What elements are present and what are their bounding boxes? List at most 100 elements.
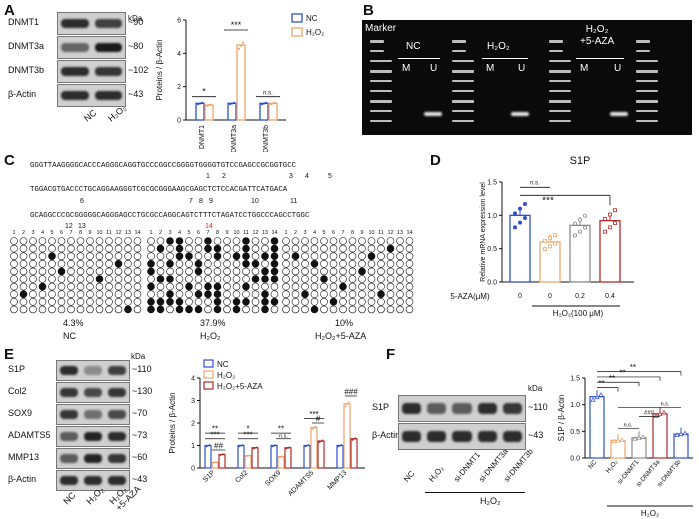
- cpg-site: [48, 282, 56, 291]
- panel-e-kda-header: kDa: [131, 352, 146, 361]
- cpg-site: [320, 298, 328, 306]
- lollipop-col-num: 6: [197, 230, 200, 236]
- panel-b-group-nc: NC: [406, 41, 421, 52]
- cpg-site: [194, 305, 203, 314]
- blot-band: [402, 431, 422, 442]
- ladder-band: [636, 70, 658, 73]
- cpg-site: [86, 298, 94, 306]
- data-point: [548, 244, 552, 249]
- sig-label: ***: [210, 430, 219, 439]
- cpg-site: [67, 282, 75, 291]
- blot-strip: [57, 84, 126, 107]
- cpg-site: [76, 290, 85, 298]
- data-point: [619, 437, 625, 442]
- cpg-site: [213, 275, 222, 283]
- cpg-site: [133, 305, 142, 314]
- sig-label: ***: [309, 410, 318, 419]
- cpg-site: [95, 275, 104, 283]
- data-point: [513, 211, 518, 216]
- cpg-site: [166, 267, 174, 276]
- cpg-site: [348, 259, 357, 268]
- cpg-site: [175, 290, 184, 298]
- cpg-site: [57, 305, 66, 314]
- lollipop-col-num: 4: [178, 230, 181, 236]
- cpg-site: [124, 282, 132, 291]
- panel-c-seq-2: TGGACGTGACCCTGCAGGAAGGGTCGCGCGGGAAGCGAGC…: [30, 186, 288, 194]
- cpg-site: [10, 267, 18, 276]
- gel-line: [482, 58, 528, 59]
- cpg-site: [282, 290, 290, 298]
- cpg-site: [194, 259, 203, 268]
- gel-M: M: [580, 63, 589, 74]
- cpg-site: [95, 298, 104, 306]
- cpg-site: [301, 305, 309, 314]
- cpg-site: [48, 290, 56, 298]
- cpg-site: [105, 275, 113, 283]
- cpg-site: [232, 237, 241, 245]
- data-point: [285, 447, 288, 450]
- cpg-site: [377, 237, 385, 245]
- y-tick-label: 0.0: [570, 456, 580, 463]
- cpg-site: [386, 252, 395, 261]
- cpg-site: [175, 267, 184, 276]
- blot-row-label: DNMT3b: [8, 64, 45, 75]
- cpg-site: [386, 298, 395, 306]
- blot-band: [60, 476, 78, 485]
- cpg-site: [339, 252, 347, 261]
- cpg-site: [105, 298, 113, 306]
- cpg-site: [133, 290, 142, 298]
- ladder-band: [636, 80, 658, 82]
- data-point: [513, 225, 518, 230]
- cpg-site: [377, 282, 385, 291]
- panel-a-label: A: [4, 2, 15, 19]
- y-tick-label: 4: [191, 376, 195, 383]
- lollipop-col-num: 9: [88, 230, 91, 236]
- lollipop-col-num: 2: [159, 230, 162, 236]
- lollipop-name: NC: [63, 331, 76, 341]
- cpg-site: [358, 267, 366, 276]
- cpg-site: [348, 282, 357, 291]
- cpg-site: [242, 259, 250, 268]
- sig-label: n.s.: [279, 433, 288, 439]
- y-axis-label: S1P / β-Actin: [557, 395, 566, 442]
- ladder-band: [370, 50, 384, 52]
- cpg-site: [270, 244, 279, 253]
- cpg-site: [10, 305, 18, 314]
- cpg-site: [213, 259, 222, 268]
- blot-band: [502, 403, 522, 414]
- cpg-site: [29, 290, 37, 298]
- lollipop-col-num: 7: [206, 230, 209, 236]
- lollipop-col-num: 9: [360, 230, 363, 236]
- data-point: [221, 453, 223, 456]
- cpg-site: [114, 259, 123, 268]
- cpg-num: 4: [305, 173, 309, 180]
- lollipop-col-num: 1: [12, 230, 15, 236]
- blot-row-label: Col2: [8, 385, 27, 396]
- data-point: [273, 444, 275, 447]
- cpg-site: [86, 237, 94, 245]
- cpg-site: [301, 237, 309, 245]
- bar: [195, 102, 205, 121]
- cpg-site: [185, 252, 193, 261]
- cpg-site: [175, 244, 184, 253]
- cpg-site: [310, 305, 319, 314]
- cpg-site: [291, 237, 300, 245]
- blot-kda: ~110: [528, 401, 548, 412]
- data-point: [613, 208, 617, 213]
- cpg-site: [251, 237, 260, 245]
- data-point: [543, 238, 547, 243]
- cpg-site: [291, 282, 300, 291]
- cpg-site: [124, 290, 132, 298]
- data-point: [271, 102, 275, 105]
- data-point: [553, 233, 557, 238]
- ladder-band: [370, 80, 392, 82]
- cpg-num: 14: [205, 223, 213, 230]
- cpg-site: [147, 290, 155, 298]
- data-point: [682, 430, 688, 436]
- cpg-site: [213, 267, 222, 276]
- blot-strip: [56, 382, 130, 403]
- data-point: [237, 47, 241, 50]
- cpg-site: [194, 298, 203, 306]
- cpg-site: [29, 275, 37, 283]
- cpg-site: [251, 275, 260, 283]
